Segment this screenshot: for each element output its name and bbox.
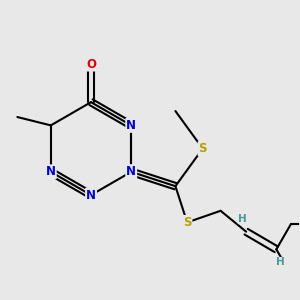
Text: S: S (183, 216, 191, 229)
Text: O: O (86, 58, 96, 70)
Text: N: N (46, 165, 56, 178)
Text: N: N (126, 119, 136, 132)
Text: H: H (238, 214, 247, 224)
Text: S: S (127, 165, 136, 178)
Text: S: S (199, 142, 207, 155)
Text: N: N (126, 165, 136, 178)
Text: N: N (86, 188, 96, 202)
Text: H: H (276, 257, 284, 267)
